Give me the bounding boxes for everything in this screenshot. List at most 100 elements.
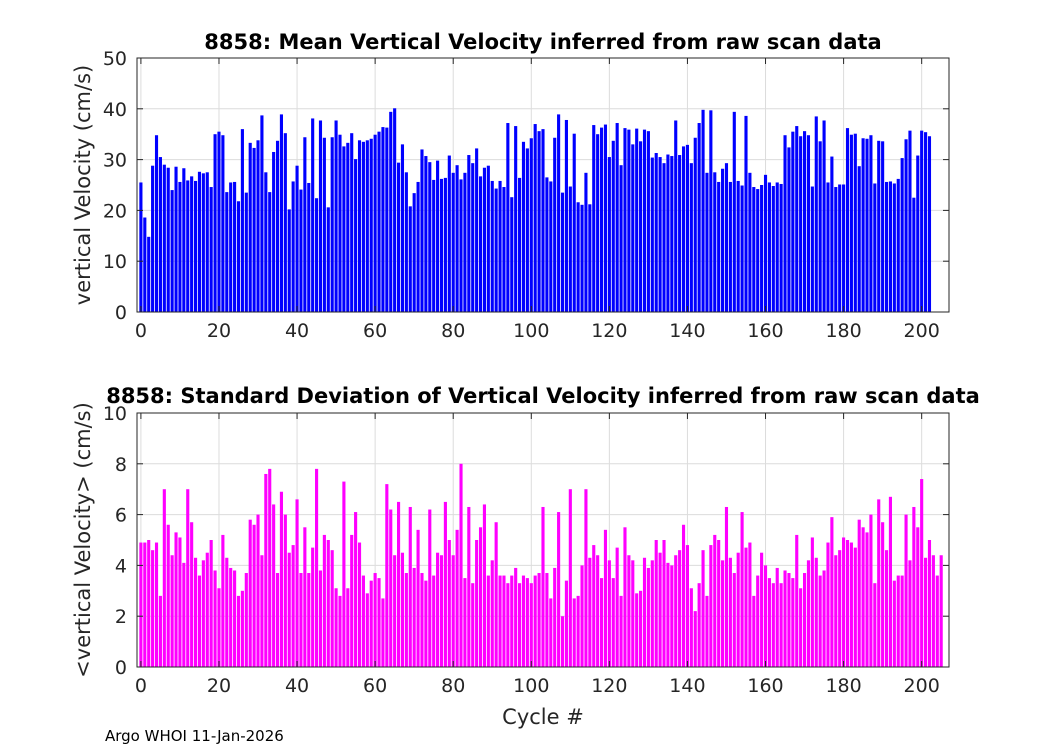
mean-velocity-bar [560, 192, 565, 312]
mean-velocity-bar [264, 172, 268, 312]
mean-velocity-bar [787, 147, 791, 312]
mean-velocity-bar [494, 188, 498, 312]
std-velocity-bar [494, 522, 498, 667]
std-velocity-bar [315, 468, 319, 667]
std-velocity-bar [857, 519, 861, 667]
mean-velocity-bar [502, 187, 506, 312]
std-velocity-bar [291, 545, 295, 667]
std-velocity-bar [705, 595, 709, 667]
mean-velocity-bar [432, 179, 436, 312]
mean-velocity-y-tick-label: 50 [103, 48, 127, 70]
std-velocity-bars [139, 463, 943, 667]
mean-velocity-x-tick-label: 80 [441, 320, 465, 342]
mean-velocity-bar [912, 197, 916, 312]
mean-velocity-bar [283, 133, 287, 312]
std-velocity-bar [927, 540, 932, 667]
mean-velocity-bar [803, 131, 807, 312]
mean-velocity-bar [896, 178, 900, 312]
std-velocity-bar [830, 517, 834, 667]
mean-velocity-bar [767, 182, 771, 312]
std-velocity-bar [486, 575, 490, 667]
std-velocity-bar [701, 550, 705, 667]
mean-velocity-y-tick-label: 20 [103, 200, 127, 222]
std-velocity-bar [389, 509, 393, 667]
mean-velocity-bar [877, 140, 881, 312]
std-velocity-bar [658, 552, 662, 667]
footer-text: Argo WHOI 11-Jan-2026 [105, 727, 284, 745]
mean-velocity-bar [650, 157, 654, 312]
std-velocity-bar [482, 504, 486, 667]
mean-velocity-bar [580, 204, 584, 312]
std-velocity-bar [521, 575, 526, 667]
mean-velocity-bar [732, 111, 736, 312]
std-velocity-bar [806, 560, 811, 667]
mean-velocity-x-tick-label: 20 [207, 320, 231, 342]
std-velocity-bar [311, 547, 315, 667]
mean-velocity-bar [681, 146, 686, 312]
mean-velocity-bar [330, 137, 334, 312]
mean-velocity-bar [623, 128, 627, 312]
mean-velocity-bar [674, 120, 678, 312]
mean-velocity-bar [143, 217, 147, 312]
std-velocity-bar [283, 514, 287, 667]
mean-velocity-bar [717, 181, 721, 312]
mean-velocity-bar [697, 123, 701, 313]
mean-velocity-bar [873, 183, 877, 312]
std-velocity-bar [287, 552, 291, 667]
std-velocity-x-tick-label: 180 [825, 675, 861, 697]
std-velocity-bar [845, 540, 850, 667]
mean-velocity-bar [748, 172, 752, 312]
std-velocity-bar [763, 565, 768, 667]
mean-velocity-bar [475, 148, 479, 312]
mean-velocity-bar [529, 138, 533, 312]
std-velocity-x-label: Cycle # [502, 705, 584, 729]
std-velocity-bar [775, 567, 779, 667]
mean-velocity-x-tick-label: 100 [513, 320, 549, 342]
mean-velocity-bar [498, 180, 502, 312]
mean-velocity-bar [927, 136, 932, 312]
std-velocity-bar [330, 550, 334, 667]
std-velocity-bar [642, 557, 647, 667]
mean-velocity-bar [400, 144, 405, 312]
std-velocity-bar [178, 537, 182, 667]
std-velocity-x-tick-label: 100 [513, 675, 549, 697]
std-velocity-bar [439, 555, 444, 667]
std-velocity-title: 8858: Standard Deviation of Vertical Vel… [106, 384, 980, 408]
std-velocity-bar [740, 512, 744, 667]
std-velocity-bar [412, 567, 416, 667]
std-velocity-bar [455, 529, 459, 667]
mean-velocity-bar [404, 172, 408, 312]
std-velocity-bar [326, 540, 330, 667]
std-velocity-bar [557, 512, 561, 667]
mean-velocity-bar [646, 131, 650, 312]
mean-velocity-x-ticks: 0 20 40 60 80 100 120 140 160 180 200 [135, 58, 940, 342]
std-velocity-bar [400, 552, 405, 667]
mean-velocity-bar [752, 187, 756, 312]
std-velocity-bar [560, 616, 565, 667]
mean-velocity-bar [740, 185, 744, 312]
mean-velocity-bar [397, 162, 401, 312]
mean-velocity-bar [557, 114, 561, 312]
std-velocity-bar [365, 593, 369, 667]
std-velocity-bar [303, 527, 307, 667]
std-velocity-bar [685, 545, 689, 667]
mean-velocity-bar [842, 184, 846, 312]
std-velocity-y-ticks: 0 2 4 6 8 10 [103, 403, 949, 679]
mean-velocity-bar [814, 116, 818, 312]
mean-velocity-bar [361, 141, 365, 312]
std-velocity-bar [498, 575, 502, 667]
mean-velocity-bar [857, 166, 861, 312]
std-velocity-bar [447, 540, 451, 667]
std-velocity-bar [408, 506, 412, 667]
std-velocity-bar [623, 527, 627, 667]
std-velocity-bar [463, 578, 467, 667]
mean-velocity-bar [510, 197, 514, 312]
std-velocity-bar [670, 565, 674, 667]
std-velocity-bar [147, 540, 151, 667]
mean-velocity-bar [920, 130, 924, 312]
mean-velocity-bar [763, 174, 768, 312]
mean-velocity-bar [521, 141, 526, 312]
std-velocity-bar [814, 557, 818, 667]
std-velocity-bar [361, 575, 365, 667]
std-velocity-bar [357, 542, 362, 667]
